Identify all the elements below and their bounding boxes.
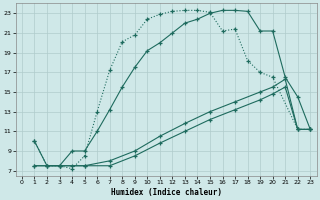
X-axis label: Humidex (Indice chaleur): Humidex (Indice chaleur) bbox=[111, 188, 221, 197]
